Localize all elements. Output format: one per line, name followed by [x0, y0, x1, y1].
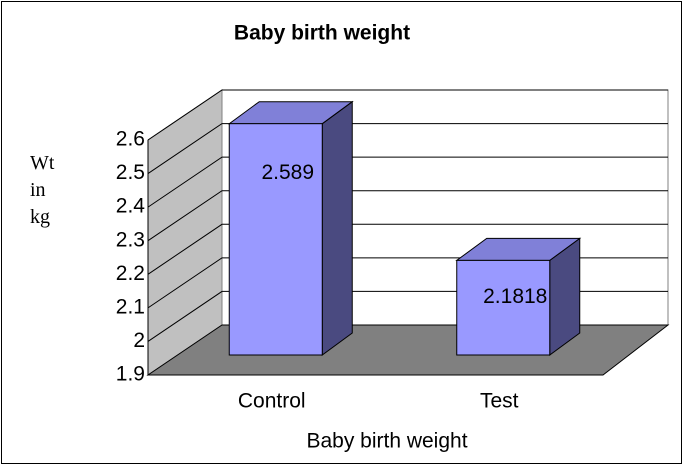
- y-tick-label: 2.5: [116, 161, 145, 184]
- y-tick-label: 1.9: [116, 363, 145, 386]
- bar: [456, 259, 551, 356]
- chart-title: Baby birth weight: [234, 22, 410, 45]
- x-tick-label: Control: [238, 390, 306, 413]
- grid-line: [147, 89, 668, 141]
- x-axis-label: Baby birth weight: [306, 430, 467, 453]
- grid-line: [147, 223, 668, 275]
- grid-line: [147, 190, 668, 242]
- y-tick-label: 2.6: [116, 128, 145, 151]
- data-label: 2.589: [261, 161, 314, 184]
- bar: [228, 123, 323, 356]
- grid-line: [147, 156, 668, 208]
- bar-side: [321, 100, 353, 356]
- y-tick-label: 2.3: [116, 228, 145, 251]
- y-tick-label: 2.2: [116, 262, 145, 285]
- floor: [146, 324, 670, 376]
- grid-line: [147, 123, 668, 174]
- y-tick-label: 2.4: [116, 195, 146, 218]
- y-axis-label: Wt in kg: [30, 152, 55, 228]
- y-tick-label: 2.1: [116, 295, 145, 318]
- y-tick-label: 2: [133, 329, 145, 352]
- x-tick-label: Test: [480, 390, 519, 413]
- data-label: 2.1818: [483, 285, 547, 308]
